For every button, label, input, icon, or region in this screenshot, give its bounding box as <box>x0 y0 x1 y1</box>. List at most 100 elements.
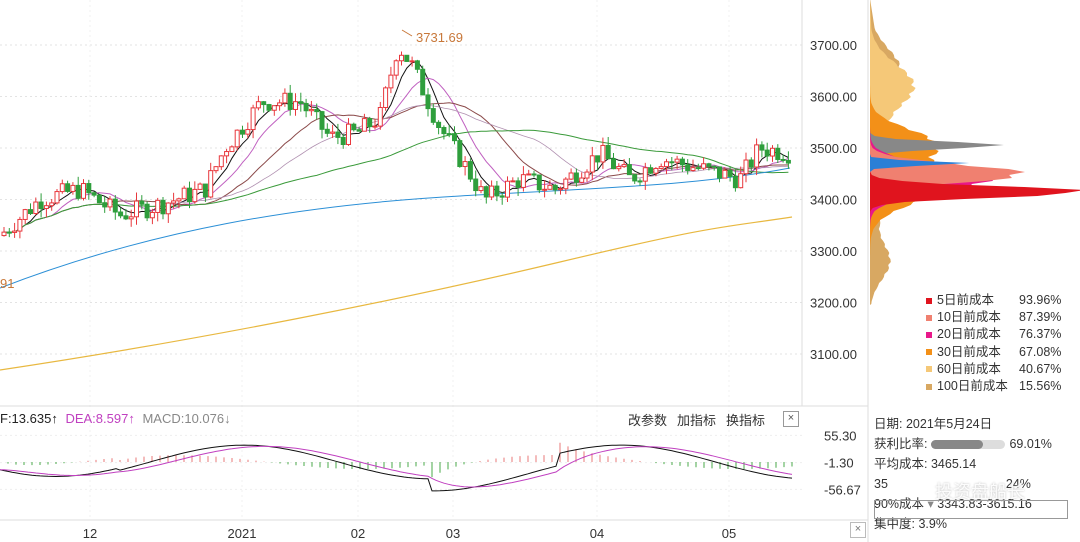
candle-body <box>414 60 420 70</box>
candle-body <box>240 129 245 135</box>
dif-line <box>0 444 793 492</box>
macd-arrow: ↓ <box>224 411 231 426</box>
legend-swatch <box>926 383 932 390</box>
candle-body <box>96 194 102 204</box>
candle-body <box>669 161 675 164</box>
candle-body <box>128 216 134 220</box>
candle-body <box>102 202 108 208</box>
add-indicator-button[interactable]: 加指标 <box>677 413 717 428</box>
candle-body <box>176 198 182 202</box>
cost-info-panel: 日期: 2021年5月24日 获利比率: 69.01% 平均成本: 3465.14… <box>874 414 1052 534</box>
legend-value: 93.96% <box>1019 293 1062 307</box>
candle-body <box>112 198 118 213</box>
candle-body <box>335 131 341 138</box>
candle-body <box>430 108 436 123</box>
macd-tick-label: 55.30 <box>824 428 857 443</box>
candle-body <box>457 140 463 168</box>
candle-body <box>224 151 230 157</box>
candle-body <box>324 128 330 134</box>
candle-body <box>711 165 717 168</box>
legend-value: 87.39% <box>1019 310 1062 325</box>
cost-legend: 5日前成本 93.96% 10日前成本 87.39% 20日前成本 76.37% 30日前成… <box>926 292 1061 395</box>
candle-body <box>483 186 489 198</box>
chevron-down-icon[interactable]: ▾ <box>927 497 934 511</box>
candle-body <box>43 205 49 209</box>
candle-body <box>308 108 314 112</box>
watermark: 投资盘船长 <box>935 482 1025 502</box>
candle-body <box>6 231 12 234</box>
price-tick-label: 3100.00 <box>810 347 857 362</box>
candle-body <box>674 158 680 163</box>
candle-body <box>611 158 616 170</box>
dea-value: DEA:8.597 <box>65 411 129 426</box>
candle-body <box>22 209 28 220</box>
time-tick-label: 03 <box>446 526 460 541</box>
candle-body <box>144 203 150 219</box>
candle-body <box>706 163 712 167</box>
legend-swatch <box>926 314 932 321</box>
price-tick-label: 3700.00 <box>810 38 857 53</box>
candle-body <box>685 164 691 171</box>
candle-body <box>287 92 293 110</box>
candle-body <box>1 231 7 237</box>
candle-body <box>510 180 516 183</box>
candle-body <box>49 202 55 207</box>
ma250-line <box>0 216 793 371</box>
candle-body <box>764 149 770 157</box>
candle-body <box>658 166 664 169</box>
candle-body <box>616 166 622 170</box>
ma-line <box>3 77 789 233</box>
candle-body <box>171 200 177 204</box>
candle-body <box>65 183 71 192</box>
macd-tick-label: -1.30 <box>824 456 854 471</box>
candle-body <box>626 164 632 176</box>
candle-body <box>213 166 219 172</box>
time-tick-label: 12 <box>83 526 97 541</box>
dif-value: F:13.635 <box>0 411 52 426</box>
candle-body <box>573 172 579 183</box>
profit-ratio-bar <box>931 440 1006 450</box>
candle-body <box>107 198 113 208</box>
ma120-line <box>0 167 791 289</box>
candle-body <box>748 159 754 168</box>
candle-body <box>785 159 791 164</box>
time-axis-labels: 12 2021 02 03 04 05 <box>83 526 736 541</box>
candle-body <box>202 183 208 198</box>
candle-body <box>271 105 277 111</box>
candle-body <box>467 161 473 180</box>
switch-indicator-button[interactable]: 换指标 <box>726 413 766 428</box>
candle-body <box>589 155 595 173</box>
macd-panel <box>0 434 802 492</box>
close-indicator-button[interactable]: × <box>783 411 799 427</box>
price-grid <box>0 0 802 520</box>
legend-swatch <box>926 366 932 373</box>
row4-left: 35 <box>874 477 888 491</box>
candle-body <box>621 164 627 168</box>
candle-body <box>425 94 431 110</box>
params-button[interactable]: 改参数 <box>628 413 668 428</box>
candle-body <box>187 187 192 203</box>
legend-swatch <box>926 349 932 356</box>
candle-body <box>165 202 171 215</box>
candle-body <box>388 74 394 89</box>
legend-label: 60日前成本 <box>937 361 1001 376</box>
candle-body <box>149 211 155 219</box>
left-value-label: 91 <box>0 276 14 291</box>
candle-body <box>139 200 145 205</box>
legend-item: 10日前成本 87.39% <box>926 309 1061 326</box>
candle-body <box>91 192 97 196</box>
legend-item: 30日前成本 67.08% <box>926 344 1061 361</box>
candle-body <box>303 102 309 112</box>
candle-body <box>367 118 373 128</box>
candle-body <box>436 121 442 129</box>
candle-body <box>722 169 728 179</box>
legend-label: 30日前成本 <box>937 344 1001 359</box>
candle-body <box>552 184 558 191</box>
candle-body <box>75 184 81 199</box>
candle-body <box>515 180 521 188</box>
candle-body <box>250 107 256 131</box>
close-panel-button[interactable]: × <box>850 522 866 538</box>
row4-right: 24% <box>1005 477 1031 491</box>
candle-body <box>160 199 166 215</box>
candle-body <box>770 147 775 157</box>
